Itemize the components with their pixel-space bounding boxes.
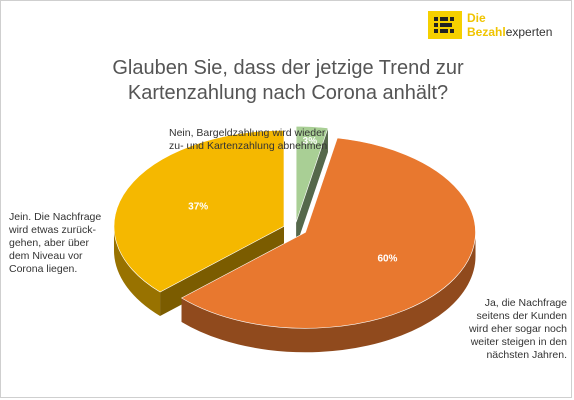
annotation-jein: Jein. Die Nachfrage wird etwas zurück-geh… (9, 211, 119, 276)
pie-tops (113, 125, 476, 329)
annotation-ja-line: wird eher sogar noch (468, 323, 567, 335)
pie-slice-side-jein (113, 226, 161, 317)
annotation-ja-line: Ja, die Nachfrage (484, 297, 567, 309)
annotation-nein-line: zu- und Kartenzahlung abnehmen (169, 140, 328, 152)
pie-slice-cutface-nein (296, 127, 328, 247)
chart-title-line1: Glauben Sie, dass der jetzige Trend zur (112, 57, 464, 79)
logo-text-line1: Die (467, 11, 486, 25)
annotation-ja-line: seitens der Kunden (476, 310, 567, 322)
annotation-nein-line: Nein, Bargeldzahlung wird wieder (169, 127, 326, 139)
pie-slice-jein (113, 130, 285, 293)
annotation-jein-line: Jein. Die Nachfrage (9, 211, 102, 223)
data-label-nein: 3% (303, 136, 318, 147)
chart-title-line2: Kartenzahlung nach Corona anhält? (127, 82, 449, 104)
annotation-nein: Nein, Bargeldzahlung wird wieder zu- und … (169, 127, 359, 153)
pie-slice-nein (295, 125, 329, 223)
brand-logo: Die Bezahlexperten (428, 11, 568, 39)
annotation-ja-line: nächsten Jahren. (486, 349, 567, 361)
annotation-jein-line: dem Niveau vor (9, 250, 83, 262)
annotation-jein-line: wird etwas zurück- (9, 224, 96, 236)
annotation-jein-line: Corona liegen. (9, 263, 78, 275)
pie-data-labels: 3% 60% 37% (188, 136, 397, 265)
pie-slice-ja (180, 137, 476, 329)
logo-mark-icon (428, 11, 462, 39)
pie-slice-side-ja (181, 232, 476, 353)
data-label-ja: 60% (377, 254, 397, 265)
chart-title: Glauben Sie, dass der jetzige Trend zur … (1, 56, 574, 106)
annotation-ja-line: weiter steigen in den (470, 336, 567, 348)
data-label-jein: 37% (188, 201, 208, 212)
logo-text-bold: Bezahl (467, 25, 506, 39)
annotation-ja: Ja, die Nachfrage seitens der Kunden wird … (411, 297, 567, 362)
annotation-jein-line: gehen, aber über (9, 237, 89, 249)
logo-text-rest: experten (505, 25, 553, 39)
